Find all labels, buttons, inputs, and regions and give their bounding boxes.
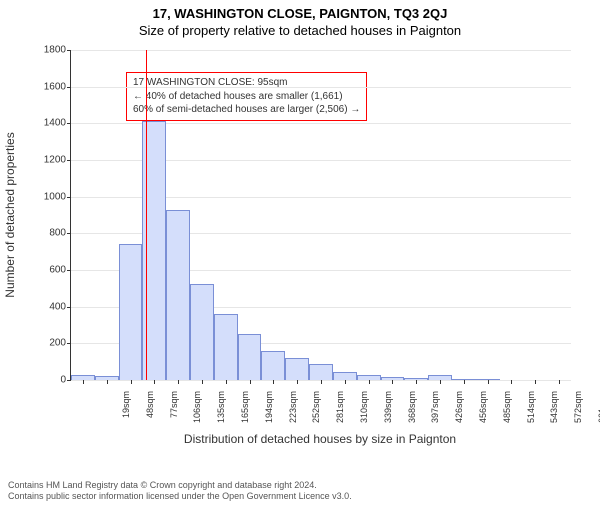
x-tick-mark	[202, 380, 203, 384]
x-tick-mark	[535, 380, 536, 384]
x-tick-label: 543sqm	[549, 391, 559, 431]
footer-line-1: Contains HM Land Registry data © Crown c…	[8, 480, 592, 491]
y-tick-label: 600	[30, 265, 66, 276]
histogram-bar	[333, 372, 357, 380]
y-tick-mark	[67, 343, 71, 344]
x-tick-label: 397sqm	[430, 391, 440, 431]
x-tick-label: 252sqm	[311, 391, 321, 431]
x-tick-mark	[416, 380, 417, 384]
x-tick-label: 485sqm	[502, 391, 512, 431]
histogram-bar	[261, 351, 285, 380]
x-tick-mark	[559, 380, 560, 384]
x-tick-label: 19sqm	[121, 391, 131, 431]
x-tick-mark	[464, 380, 465, 384]
y-tick-label: 1400	[30, 118, 66, 129]
x-tick-mark	[392, 380, 393, 384]
y-tick-mark	[67, 50, 71, 51]
x-tick-label: 310sqm	[359, 391, 369, 431]
y-tick-label: 800	[30, 228, 66, 239]
x-tick-mark	[83, 380, 84, 384]
histogram-bar	[238, 334, 262, 380]
x-tick-label: 426sqm	[454, 391, 464, 431]
histogram-bar	[285, 358, 309, 380]
marker-line	[146, 50, 147, 380]
x-tick-mark	[226, 380, 227, 384]
y-tick-label: 1800	[30, 45, 66, 56]
chart-container: Number of detached properties 17 WASHING…	[30, 50, 570, 430]
x-tick-label: 456sqm	[478, 391, 488, 431]
x-tick-label: 514sqm	[526, 391, 536, 431]
histogram-bar	[214, 314, 238, 380]
plot-area: 17 WASHINGTON CLOSE: 95sqm← 40% of detac…	[70, 50, 571, 381]
x-tick-mark	[107, 380, 108, 384]
x-tick-label: 572sqm	[573, 391, 583, 431]
x-tick-label: 106sqm	[192, 391, 202, 431]
y-tick-label: 200	[30, 338, 66, 349]
x-axis-label: Distribution of detached houses by size …	[70, 432, 570, 446]
x-tick-label: 339sqm	[383, 391, 393, 431]
x-tick-mark	[178, 380, 179, 384]
annotation-line: 60% of semi-detached houses are larger (…	[133, 103, 360, 117]
x-tick-label: 48sqm	[145, 391, 155, 431]
y-tick-mark	[67, 307, 71, 308]
y-tick-mark	[67, 270, 71, 271]
x-tick-mark	[369, 380, 370, 384]
x-tick-mark	[440, 380, 441, 384]
y-tick-label: 0	[30, 375, 66, 386]
x-tick-label: 77sqm	[169, 391, 179, 431]
x-tick-mark	[131, 380, 132, 384]
x-tick-label: 194sqm	[264, 391, 274, 431]
footer-line-2: Contains public sector information licen…	[8, 491, 592, 502]
y-tick-mark	[67, 87, 71, 88]
x-tick-mark	[488, 380, 489, 384]
page-subtitle: Size of property relative to detached ho…	[0, 23, 600, 38]
x-tick-label: 368sqm	[407, 391, 417, 431]
histogram-bar	[190, 284, 214, 380]
y-axis-label: Number of detached properties	[3, 132, 17, 297]
x-tick-mark	[154, 380, 155, 384]
footer-attribution: Contains HM Land Registry data © Crown c…	[8, 480, 592, 503]
histogram-bar	[119, 244, 143, 380]
page-title: 17, WASHINGTON CLOSE, PAIGNTON, TQ3 2QJ	[0, 6, 600, 21]
x-tick-mark	[273, 380, 274, 384]
y-tick-label: 1000	[30, 191, 66, 202]
x-tick-label: 223sqm	[288, 391, 298, 431]
x-tick-label: 165sqm	[240, 391, 250, 431]
annotation-box: 17 WASHINGTON CLOSE: 95sqm← 40% of detac…	[126, 72, 367, 121]
x-tick-mark	[345, 380, 346, 384]
histogram-bar	[309, 364, 333, 380]
y-tick-label: 1200	[30, 155, 66, 166]
x-tick-label: 281sqm	[335, 391, 345, 431]
y-tick-mark	[67, 233, 71, 234]
y-tick-mark	[67, 160, 71, 161]
x-tick-label: 135sqm	[216, 391, 226, 431]
y-tick-mark	[67, 123, 71, 124]
x-tick-mark	[511, 380, 512, 384]
x-tick-mark	[250, 380, 251, 384]
x-tick-mark	[321, 380, 322, 384]
y-tick-mark	[67, 197, 71, 198]
x-tick-mark	[297, 380, 298, 384]
histogram-bar	[166, 210, 190, 380]
y-tick-label: 1600	[30, 81, 66, 92]
y-tick-label: 400	[30, 301, 66, 312]
y-tick-mark	[67, 380, 71, 381]
annotation-line: ← 40% of detached houses are smaller (1,…	[133, 90, 360, 104]
